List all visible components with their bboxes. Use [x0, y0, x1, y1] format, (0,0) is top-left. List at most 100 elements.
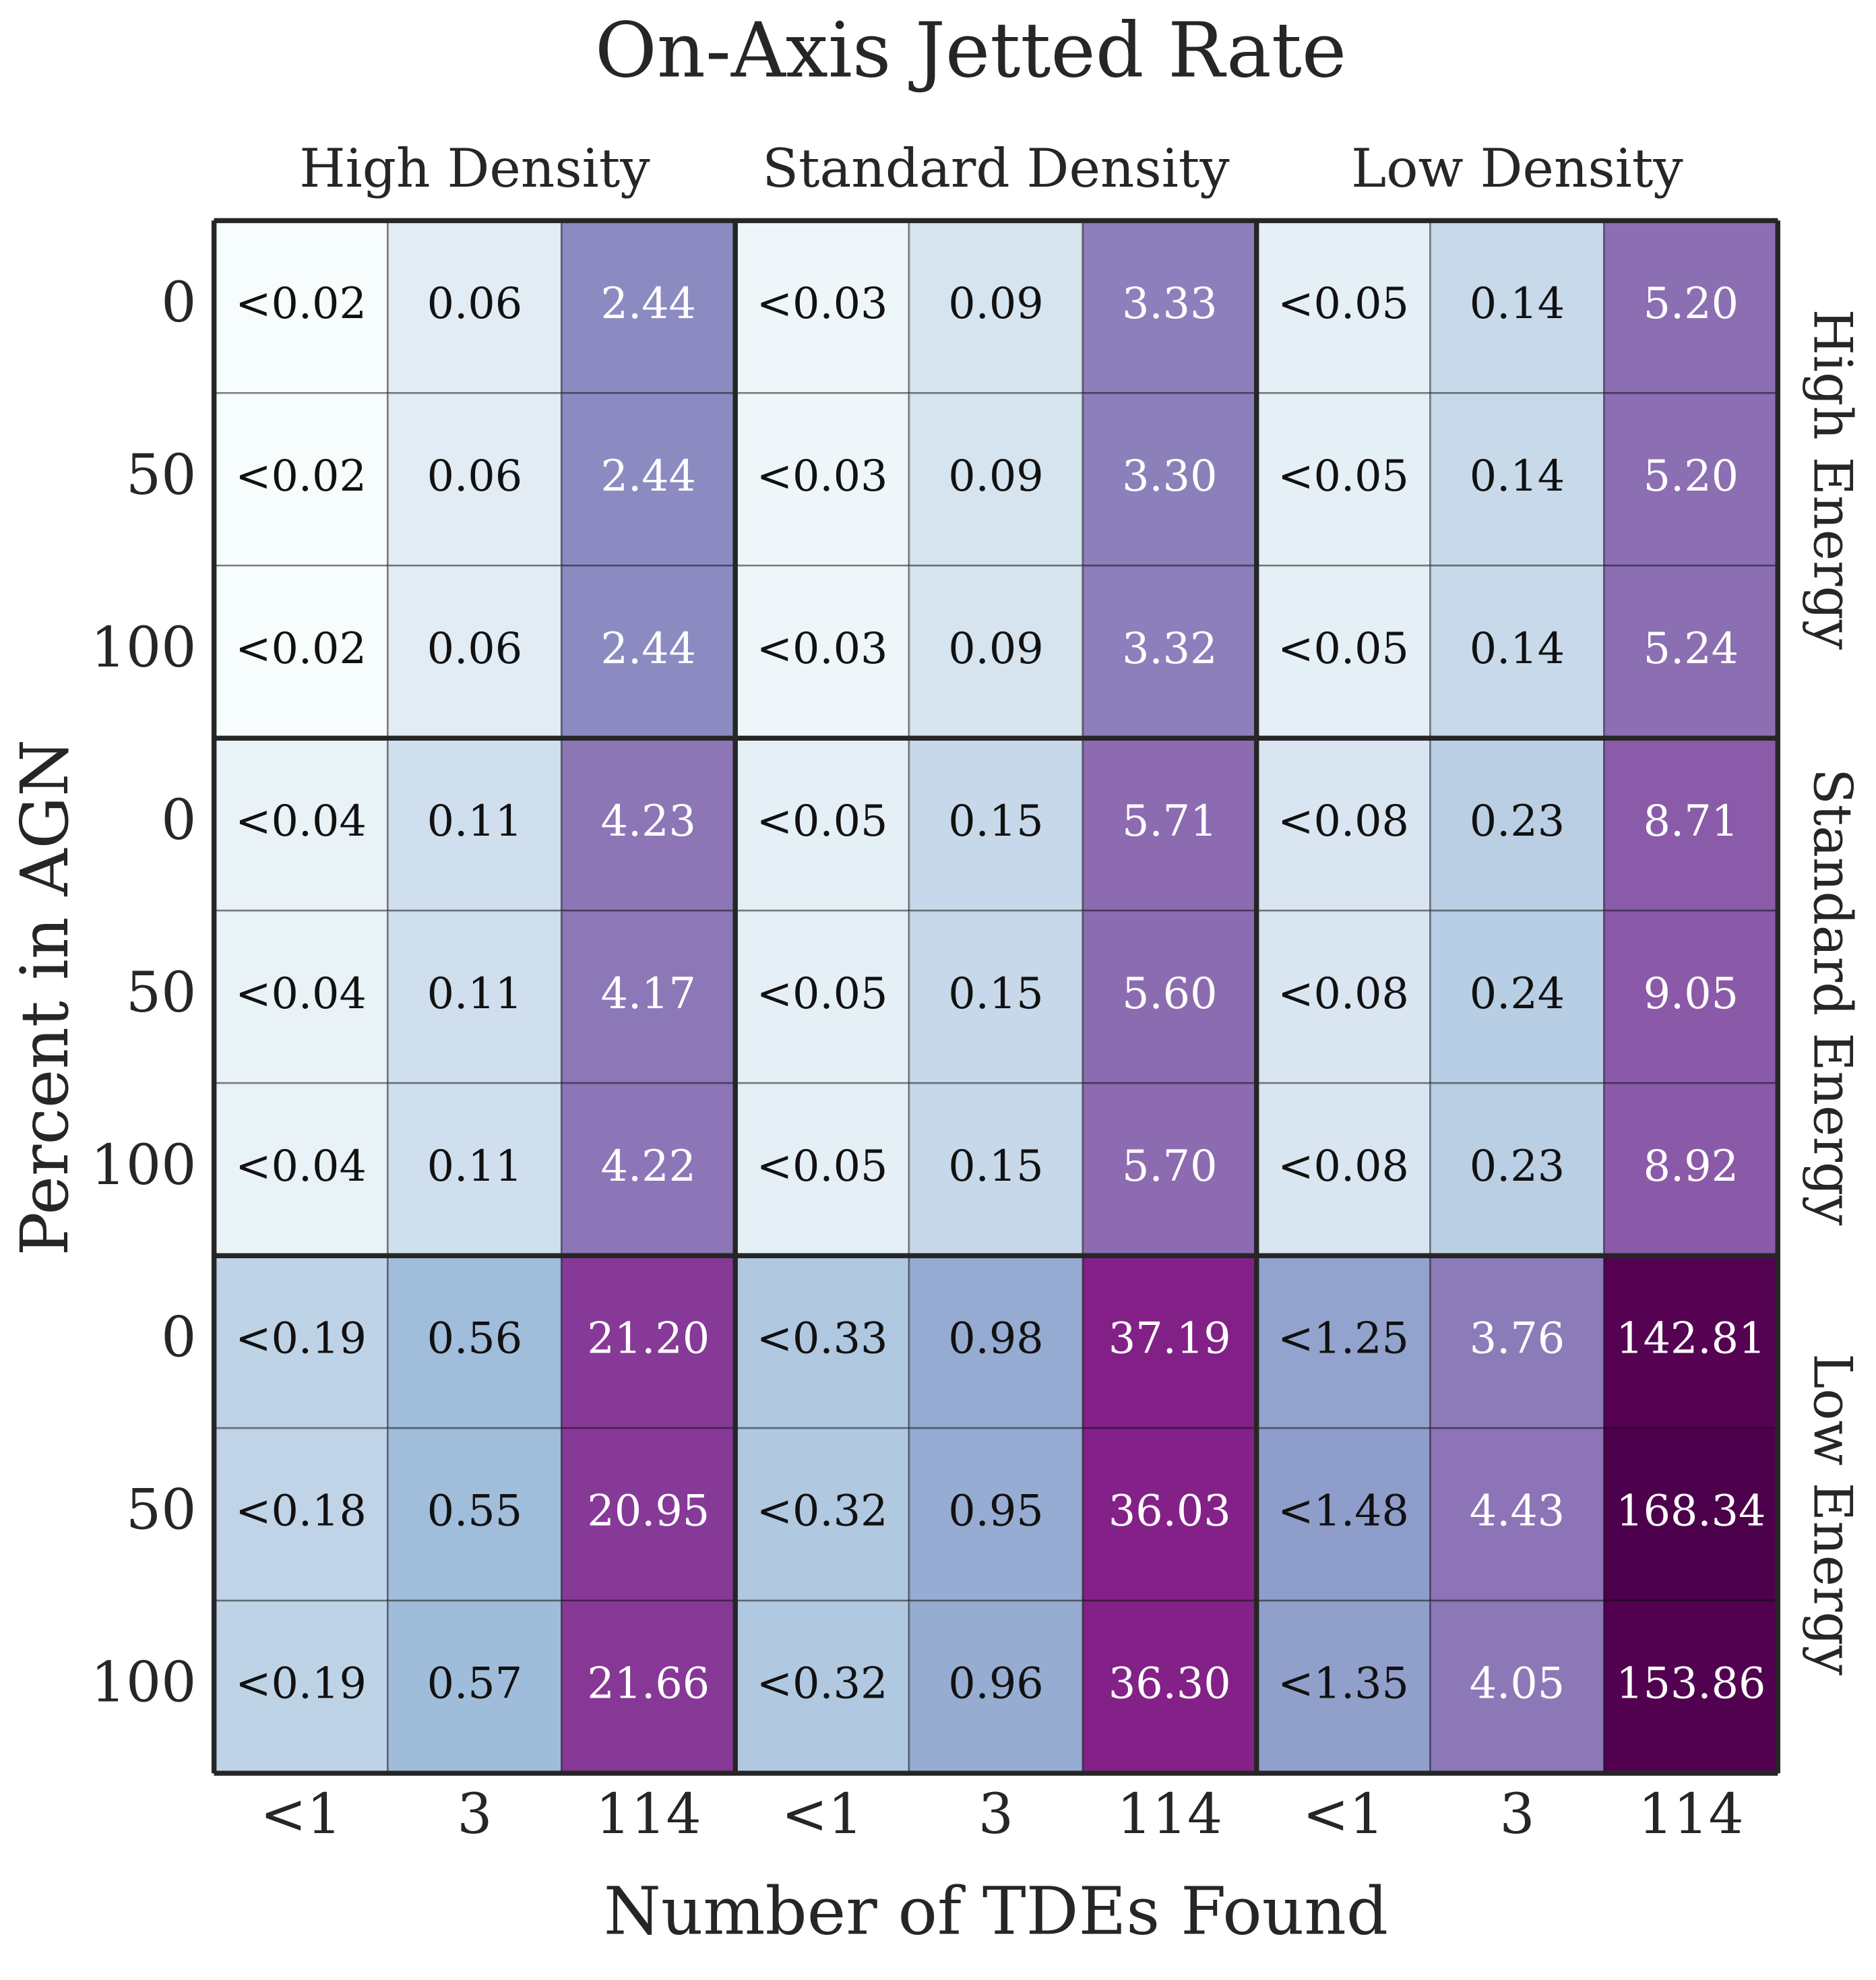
heatmap-cell: [1082, 219, 1258, 394]
heatmap-cell: [1429, 392, 1605, 567]
heatmap-cell: [213, 219, 389, 394]
cell-label: 4.17: [601, 968, 696, 1018]
cell-label: <0.05: [757, 796, 888, 846]
heatmap-cell: [1082, 1427, 1258, 1602]
cell-label: 4.05: [1470, 1659, 1565, 1708]
x-group-label: Standard Density: [762, 137, 1230, 199]
cell-label: 21.66: [587, 1659, 710, 1708]
cell-label: <0.05: [757, 968, 888, 1018]
cell-label: <0.02: [235, 451, 367, 501]
cell-label: <0.05: [757, 1141, 888, 1191]
y-tick-label: 0: [161, 1306, 196, 1370]
x-tick-label: 114: [596, 1783, 701, 1847]
cell-label: 0.11: [427, 796, 522, 846]
heatmap-cell: [1255, 1599, 1431, 1774]
heatmap-cell: [908, 564, 1084, 739]
cell-label: 0.11: [427, 968, 522, 1018]
cell-label: 3.33: [1122, 278, 1217, 328]
cell-label: 0.14: [1470, 623, 1565, 673]
heatmap-cell: [734, 1082, 910, 1257]
cell-label: 0.57: [427, 1659, 522, 1708]
heatmap-cell: [908, 1254, 1084, 1429]
chart-title: On-Axis Jetted Rate: [595, 7, 1346, 94]
y-tick-label: 50: [126, 1479, 197, 1543]
cell-label: 0.14: [1470, 451, 1565, 501]
cell-label: 0.15: [948, 796, 1043, 846]
y-group-label: Standard Energy: [1801, 768, 1863, 1226]
heatmap-cell: [387, 737, 563, 912]
cell-label: <0.08: [1278, 1141, 1409, 1191]
cell-label: <0.08: [1278, 796, 1409, 846]
heatmap-cell: [1603, 392, 1779, 567]
cell-label: 153.86: [1616, 1659, 1765, 1708]
cell-label: 0.06: [427, 278, 522, 328]
y-tick-label: 100: [91, 616, 197, 680]
heatmap-cell: [1082, 1599, 1258, 1774]
x-tick-label: 3: [978, 1783, 1013, 1847]
y-tick-label: 50: [126, 443, 197, 507]
heatmap-cell: [908, 1599, 1084, 1774]
cell-label: 0.11: [427, 1141, 522, 1191]
heatmap-cell: [213, 1082, 389, 1257]
cell-label: <0.05: [1278, 451, 1409, 501]
cell-label: 0.14: [1470, 278, 1565, 328]
cell-label: <0.32: [757, 1486, 888, 1536]
cell-label: 5.24: [1644, 623, 1739, 673]
heatmap-cell: [387, 564, 563, 739]
cell-label: 0.96: [948, 1659, 1043, 1708]
cell-label: <0.32: [757, 1659, 888, 1708]
cell-label: 0.15: [948, 968, 1043, 1018]
cell-label: 37.19: [1108, 1313, 1231, 1363]
heatmap-cell: [734, 219, 910, 394]
cell-label: 8.71: [1644, 796, 1739, 846]
heatmap-cell: [387, 1082, 563, 1257]
heatmap-cell: [734, 1427, 910, 1602]
heatmap-cell: [1429, 219, 1605, 394]
heatmap-cell: [387, 909, 563, 1084]
heatmap-cell: [1255, 1427, 1431, 1602]
x-group-label: Low Density: [1351, 137, 1683, 199]
heatmap-cell: [734, 564, 910, 739]
cell-label: 8.92: [1644, 1141, 1739, 1191]
y-tick-label: 0: [161, 271, 196, 335]
cell-label: 2.44: [601, 623, 696, 673]
heatmap-cell: [1603, 909, 1779, 1084]
x-tick-label: 114: [1638, 1783, 1744, 1847]
cell-label: <0.19: [235, 1313, 367, 1363]
heatmap-cell: [213, 909, 389, 1084]
heatmap-cell: [1082, 1082, 1258, 1257]
cell-label: <0.04: [235, 1141, 367, 1191]
heatmap-cell: [560, 909, 737, 1084]
x-tick-label: <1: [1303, 1783, 1384, 1847]
cell-label: 4.22: [601, 1141, 696, 1191]
heatmap-cell: [1603, 737, 1779, 912]
heatmap-cell: [734, 1599, 910, 1774]
cell-label: <0.02: [235, 623, 367, 673]
cell-label: 168.34: [1616, 1486, 1765, 1536]
cell-label: 2.44: [601, 278, 696, 328]
cell-label: 5.71: [1122, 796, 1217, 846]
cell-label: 5.60: [1122, 968, 1217, 1018]
heatmap-cell: [560, 1254, 737, 1429]
heatmap-cell: [1082, 392, 1258, 567]
heatmap-cell: [213, 1427, 389, 1602]
cell-label: 0.55: [427, 1486, 522, 1536]
cell-label: 0.23: [1470, 1141, 1565, 1191]
heatmap-cell: [1429, 737, 1605, 912]
cell-label: 21.20: [587, 1313, 710, 1363]
cell-label: 20.95: [587, 1486, 710, 1536]
x-tick-label: 114: [1117, 1783, 1222, 1847]
x-axis-label: Number of TDEs Found: [604, 1874, 1388, 1950]
x-tick-label: 3: [457, 1783, 492, 1847]
y-tick-label: 50: [126, 961, 197, 1025]
cell-label: <1.25: [1278, 1313, 1409, 1363]
cell-label: 4.43: [1470, 1486, 1565, 1536]
cell-label: 0.95: [948, 1486, 1043, 1536]
cell-label: <0.08: [1278, 968, 1409, 1018]
heatmap-cell: [1603, 1082, 1779, 1257]
cell-label: <1.48: [1278, 1486, 1409, 1536]
cell-label: <0.18: [235, 1486, 367, 1536]
cell-label: <0.03: [757, 623, 888, 673]
heatmap-cell: [908, 392, 1084, 567]
heatmap-cell: [213, 564, 389, 739]
